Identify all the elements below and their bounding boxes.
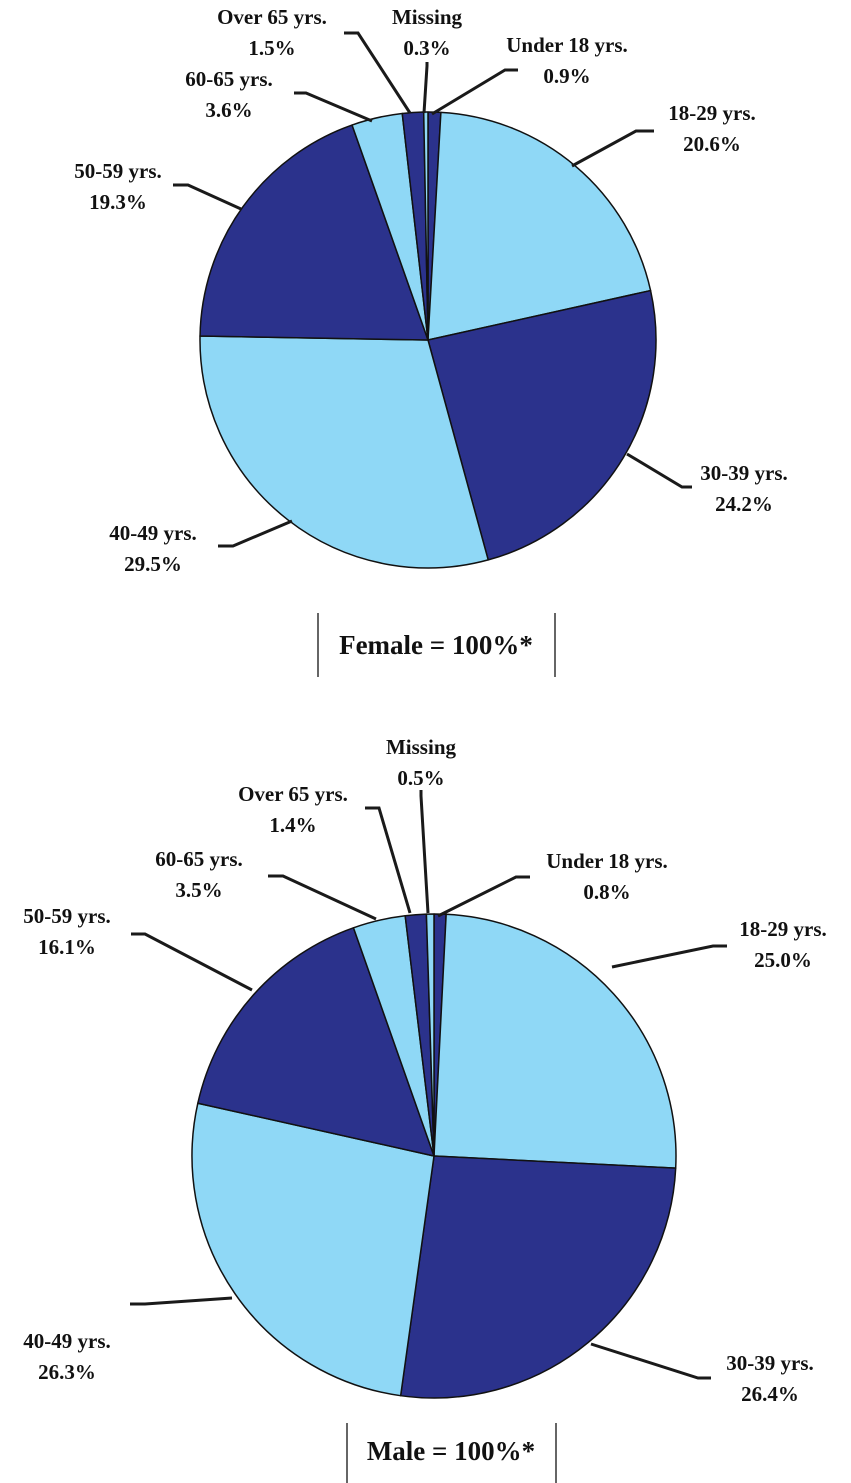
female-value-missing: 0.3% — [403, 36, 450, 60]
female-label-40-49-yrs: 40-49 yrs. — [109, 521, 197, 545]
female-slice-30-39-yrs — [427, 289, 657, 561]
male-value-missing: 0.5% — [397, 766, 444, 790]
male-label-18-29-yrs: 18-29 yrs. — [739, 917, 827, 941]
male-leader-30-39-yrs — [590, 1342, 711, 1380]
male-value-40-49-yrs: 26.3% — [38, 1360, 96, 1384]
female-leader-missing — [422, 62, 429, 114]
female-label-missing: Missing — [392, 5, 463, 29]
female-value-40-49-yrs: 29.5% — [124, 552, 182, 576]
male-slices — [191, 913, 677, 1399]
male-label-over-65-yrs: Over 65 yrs. — [238, 782, 348, 806]
male-value-50-59-yrs: 16.1% — [38, 935, 96, 959]
female-leader-40-49-yrs — [218, 519, 293, 548]
female-value-over-65-yrs: 1.5% — [248, 36, 295, 60]
male-value-over-65-yrs: 1.4% — [269, 813, 316, 837]
female-label-18-29-yrs: 18-29 yrs. — [668, 101, 756, 125]
male-value-30-39-yrs: 26.4% — [741, 1382, 799, 1406]
male-value-60-65-yrs: 3.5% — [175, 878, 222, 902]
male-label-40-49-yrs: 40-49 yrs. — [23, 1329, 111, 1353]
male-slice-18-29-yrs — [433, 913, 677, 1169]
female-pie-chart: Under 18 yrs. 0.9% 18-29 yrs. 20.6% 30-39 yr… — [74, 5, 788, 576]
male-slice-50-59-yrs — [197, 927, 435, 1157]
female-total-label: Female = 100%* — [339, 630, 533, 660]
male-slice-40-49-yrs — [191, 1102, 435, 1397]
male-leader-18-29-yrs — [611, 944, 727, 969]
female-total-box: Female = 100%* — [317, 613, 556, 677]
male-label-missing: Missing — [386, 735, 457, 759]
female-leader-over-65-yrs — [344, 31, 412, 114]
male-leader-missing — [419, 790, 430, 914]
female-label-30-39-yrs: 30-39 yrs. — [700, 461, 788, 485]
male-leader-under-18-yrs — [437, 875, 530, 918]
male-leader-50-59-yrs — [131, 932, 253, 992]
female-value-50-59-yrs: 19.3% — [89, 190, 147, 214]
female-slice-40-49-yrs — [199, 335, 489, 569]
male-slice-missing — [425, 913, 435, 1157]
male-label-30-39-yrs: 30-39 yrs. — [726, 1351, 814, 1375]
female-leader-18-29-yrs — [571, 129, 654, 168]
female-value-30-39-yrs: 24.2% — [715, 492, 773, 516]
male-slice-30-39-yrs — [399, 1155, 677, 1399]
female-label-50-59-yrs: 50-59 yrs. — [74, 159, 162, 183]
male-label-under-18-yrs: Under 18 yrs. — [546, 849, 668, 873]
male-value-18-29-yrs: 25.0% — [754, 948, 812, 972]
male-pie-chart: Under 18 yrs. 0.8% 18-29 yrs. 25.0% 30-39 yr… — [23, 735, 827, 1406]
female-slices — [199, 111, 657, 569]
female-leader-50-59-yrs — [173, 183, 242, 211]
female-label-under-18-yrs: Under 18 yrs. — [506, 33, 628, 57]
male-total-label: Male = 100%* — [367, 1436, 535, 1466]
female-label-over-65-yrs: Over 65 yrs. — [217, 5, 327, 29]
female-leader-60-65-yrs — [294, 91, 373, 123]
male-leader-over-65-yrs — [365, 806, 412, 914]
female-leader-30-39-yrs — [626, 452, 692, 489]
female-value-18-29-yrs: 20.6% — [683, 132, 741, 156]
male-total-box: Male = 100%* — [346, 1423, 557, 1483]
female-value-under-18-yrs: 0.9% — [543, 64, 590, 88]
female-label-60-65-yrs: 60-65 yrs. — [185, 67, 273, 91]
male-value-under-18-yrs: 0.8% — [583, 880, 630, 904]
male-label-50-59-yrs: 50-59 yrs. — [23, 904, 111, 928]
female-slice-18-29-yrs — [427, 111, 652, 341]
male-leader-60-65-yrs — [268, 874, 377, 921]
male-label-60-65-yrs: 60-65 yrs. — [155, 847, 243, 871]
female-leader-under-18-yrs — [431, 68, 518, 116]
male-leader-40-49-yrs — [130, 1296, 233, 1306]
female-value-60-65-yrs: 3.6% — [205, 98, 252, 122]
